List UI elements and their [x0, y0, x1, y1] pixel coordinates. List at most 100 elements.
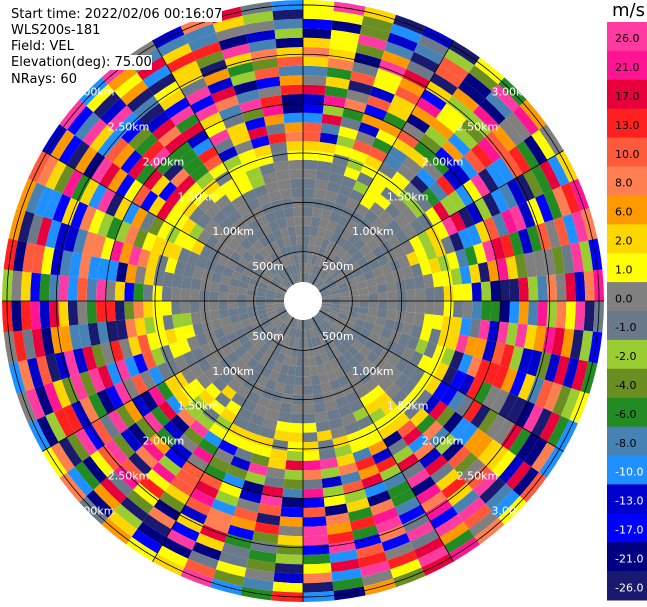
ppi-cell: [514, 254, 528, 279]
ppi-cell: [374, 391, 392, 408]
ppi-cell: [357, 34, 388, 51]
ppi-cell: [230, 515, 257, 532]
ppi-cell: [330, 306, 340, 313]
ppi-cell: [349, 148, 369, 164]
ppi-cell: [213, 327, 226, 340]
ppi-cell: [127, 422, 150, 446]
ppi-cell: [220, 178, 238, 195]
ppi-cell: [455, 248, 469, 268]
ppi-cell: [402, 512, 430, 534]
ppi-cell: [468, 510, 499, 537]
ppi-cell: [284, 122, 303, 133]
ppi-cell: [375, 129, 398, 147]
ppi-cell: [331, 269, 342, 279]
ppi-cell: [203, 219, 220, 235]
ppi-cell: [442, 168, 463, 191]
ppi-cell: [114, 301, 126, 321]
ppi-cell: [431, 271, 444, 288]
range-ring-label: 3.00km: [492, 504, 534, 517]
ppi-cell: [93, 483, 121, 511]
ppi-cell: [387, 146, 409, 164]
ppi-cell: [329, 232, 341, 244]
ppi-cell: [156, 362, 173, 381]
colorbar-tick-label: 17.0: [615, 90, 640, 103]
ppi-cell: [553, 216, 570, 247]
ppi-cell: [320, 208, 333, 221]
ppi-cell: [492, 364, 509, 390]
ppi-cell: [337, 312, 348, 321]
ppi-cell: [277, 286, 287, 294]
ppi-cell: [360, 163, 379, 179]
ppi-cell: [274, 28, 303, 40]
ppi-cell: [260, 258, 272, 270]
ppi-cell: [96, 389, 116, 414]
ppi-cell: [286, 141, 303, 152]
range-ring-labels: 500m1.00km1.50km2.00km2.50km3.00km500m1.…: [73, 86, 533, 518]
ppi-cell: [336, 453, 356, 467]
ppi-cell: [236, 203, 252, 218]
ppi-cell: [401, 266, 414, 280]
ppi-cell: [105, 192, 124, 217]
ppi-cell: [384, 541, 414, 561]
ppi-cell: [490, 342, 506, 365]
ppi-cell: [226, 350, 240, 365]
ppi-cell: [265, 293, 276, 299]
ppi-cell: [171, 60, 200, 82]
ppi-cell: [434, 64, 464, 88]
ppi-cell: [267, 265, 278, 276]
ppi-cell: [318, 310, 328, 318]
ppi-cell: [150, 175, 171, 196]
ppi-cell: [348, 262, 361, 273]
ppi-cell: [392, 138, 414, 157]
ppi-cell: [325, 512, 350, 526]
ppi-cell: [297, 319, 302, 330]
ppi-cell: [269, 448, 288, 461]
ppi-cell: [415, 97, 442, 119]
ppi-cell: [181, 200, 199, 219]
ppi-cell: [325, 315, 336, 324]
colorbar-segment: [607, 513, 647, 543]
ppi-cell: [303, 244, 309, 255]
ppi-cell: [318, 333, 327, 345]
ppi-cell: [397, 395, 415, 413]
ppi-cell: [150, 235, 166, 255]
ppi-cell: [330, 558, 360, 573]
ppi-cell: [274, 302, 285, 307]
ppi-cell: [464, 336, 478, 357]
ppi-cell: [246, 390, 261, 405]
ppi-cell: [222, 266, 235, 278]
ppi-cell: [310, 374, 321, 386]
ppi-cell: [78, 323, 92, 348]
ppi-cell: [131, 395, 151, 418]
ppi-cell: [191, 395, 209, 413]
ppi-cell: [203, 154, 223, 172]
ppi-cell: [440, 385, 458, 407]
ppi-cell: [141, 350, 157, 370]
ppi-cell: [170, 414, 190, 434]
azimuth-spoke: [42, 300, 304, 452]
ppi-cell: [250, 135, 270, 149]
ppi-cell: [288, 275, 296, 285]
ppi-cell: [305, 328, 311, 339]
range-ring-label: 1.50km: [387, 400, 429, 413]
ppi-cell: [466, 112, 492, 138]
ppi-cell: [253, 338, 266, 351]
ppi-cell: [303, 253, 308, 264]
ppi-cell: [490, 301, 501, 322]
ppi-cell: [353, 237, 367, 251]
ppi-cell: [514, 174, 536, 202]
ppi-cell: [482, 192, 501, 217]
ppi-cell: [517, 201, 536, 229]
ppi-cell: [424, 376, 442, 396]
nrays-text: NRays: 60: [11, 72, 77, 87]
ppi-cell: [303, 112, 323, 124]
ppi-cell: [237, 148, 257, 164]
ppi-cell: [523, 324, 537, 350]
ppi-cell: [517, 347, 534, 374]
ppi-cell: [414, 247, 429, 264]
ppi-cell: [547, 155, 570, 187]
ppi-cell: [218, 292, 229, 301]
ppi-cell: [118, 338, 133, 360]
ppi-cell: [380, 398, 398, 416]
ppi-cell: [304, 272, 309, 283]
